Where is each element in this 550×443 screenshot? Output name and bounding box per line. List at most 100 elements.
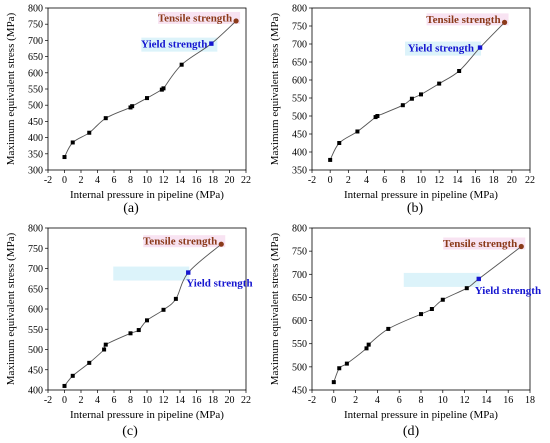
y-tick-label: 750 <box>292 22 307 33</box>
x-axis-label: Internal pressure in pipeline (MPa) <box>70 189 224 201</box>
x-tick-label: 20 <box>225 175 235 186</box>
x-tick-label: 6 <box>382 175 387 186</box>
panel-caption: (d) <box>403 424 420 439</box>
chart-panel-a: -2 0 2 4 6 8 10 12 14 16 18 20 22 300 350 400 450 500 550 6… <box>5 4 251 217</box>
data-point <box>409 96 414 101</box>
data-point <box>364 346 369 351</box>
data-point <box>161 307 166 312</box>
y-tick-label: 350 <box>292 166 307 177</box>
x-tick-label: 8 <box>128 395 133 406</box>
y-axis-label: Maximum equivalent stress (MPa) <box>5 12 17 165</box>
x-tick-label: -2 <box>308 175 316 186</box>
y-tick-label: 300 <box>28 166 43 177</box>
x-tick-label: -2 <box>44 175 52 186</box>
y-tick-label: 500 <box>292 362 307 373</box>
x-axis-label: Internal pressure in pipeline (MPa) <box>344 409 498 421</box>
x-tick-label: 18 <box>208 395 218 406</box>
y-tick-label: 700 <box>292 40 307 51</box>
yield-point <box>476 276 481 282</box>
data-point <box>344 361 349 366</box>
y-tick-label: 550 <box>292 94 307 105</box>
data-point <box>70 140 75 145</box>
data-point <box>173 296 178 301</box>
y-tick-label: 650 <box>28 52 43 63</box>
data-point <box>355 129 360 134</box>
plot-frame <box>47 7 247 171</box>
y-tick-label: 600 <box>28 305 43 316</box>
x-tick-label: 10 <box>142 395 152 406</box>
data-point <box>429 307 434 311</box>
plot-frame <box>311 227 531 391</box>
yield-highlight <box>403 272 480 287</box>
x-tick-label: 14 <box>481 395 491 406</box>
x-tick-label: 2 <box>346 175 351 186</box>
x-tick-label: 22 <box>241 175 251 186</box>
yield-point <box>186 270 191 275</box>
data-point <box>464 286 469 291</box>
tensile-highlight <box>443 237 526 250</box>
yield-point <box>477 45 483 50</box>
y-tick-label: 650 <box>292 58 307 69</box>
tensile-point <box>501 19 508 25</box>
data-point <box>136 328 141 333</box>
data-point <box>62 155 67 160</box>
plot-frame <box>311 7 531 171</box>
chart-panel-c: -2 0 2 4 6 8 10 12 14 16 18 20 22 400 450 500 550 600 650 7… <box>5 224 253 440</box>
x-tick-label: 2 <box>79 175 84 186</box>
y-tick-label: 450 <box>28 365 43 376</box>
yield-highlight <box>405 41 482 56</box>
x-tick-label: 0 <box>62 175 67 186</box>
tensile-point <box>233 18 239 24</box>
x-tick-label: 16 <box>503 395 513 406</box>
x-tick-label: 8 <box>419 395 424 406</box>
y-tick-label: 800 <box>28 4 43 15</box>
data-point <box>179 62 184 67</box>
y-tick-label: 450 <box>292 386 307 397</box>
yield-strength-label: Yield strength <box>141 39 207 51</box>
x-tick-label: 12 <box>434 175 444 186</box>
y-tick-label: 700 <box>28 36 43 47</box>
data-point <box>375 114 380 118</box>
y-tick-label: 400 <box>28 386 43 397</box>
x-tick-label: 10 <box>438 395 448 406</box>
y-tick-label: 600 <box>292 76 307 87</box>
data-point <box>145 318 149 323</box>
y-tick-label: 550 <box>292 339 307 350</box>
y-tick-label: 550 <box>28 85 43 96</box>
tensile-highlight <box>426 13 509 26</box>
data-point <box>103 342 108 347</box>
x-tick-label: 4 <box>375 395 380 406</box>
yield-highlight <box>113 266 190 281</box>
data-point <box>128 331 133 336</box>
x-tick-label: 4 <box>95 175 100 186</box>
data-point <box>386 326 391 331</box>
data-point <box>130 104 135 109</box>
y-tick-label: 450 <box>292 130 307 141</box>
data-point <box>457 69 462 73</box>
y-tick-label: 600 <box>292 316 307 327</box>
y-tick-label: 700 <box>292 270 307 281</box>
plot-frame <box>47 227 247 391</box>
x-tick-label: 10 <box>416 175 426 186</box>
x-tick-label: 2 <box>79 395 84 406</box>
x-tick-label: -2 <box>44 395 52 406</box>
x-tick-label: 8 <box>400 175 405 186</box>
tensile-strength-label: Tensile strength <box>426 14 500 26</box>
y-tick-label: 500 <box>28 345 43 356</box>
y-tick-label: 550 <box>28 325 43 336</box>
tensile-highlight <box>158 11 241 24</box>
x-tick-label: 22 <box>525 175 535 186</box>
data-point <box>70 373 75 378</box>
y-axis-label: Maximum equivalent stress (MPa) <box>5 232 17 385</box>
data-point <box>103 116 108 121</box>
data-point <box>102 347 107 352</box>
x-tick-label: 16 <box>192 175 202 186</box>
data-point <box>62 383 67 388</box>
x-axis-label: Internal pressure in pipeline (MPa) <box>344 189 498 201</box>
yield-point <box>209 41 214 46</box>
x-tick-label: 4 <box>364 175 369 186</box>
y-axis-label: Maximum equivalent stress (MPa) <box>269 12 281 165</box>
x-tick-label: 0 <box>62 395 67 406</box>
panel-caption: (c) <box>122 424 138 439</box>
